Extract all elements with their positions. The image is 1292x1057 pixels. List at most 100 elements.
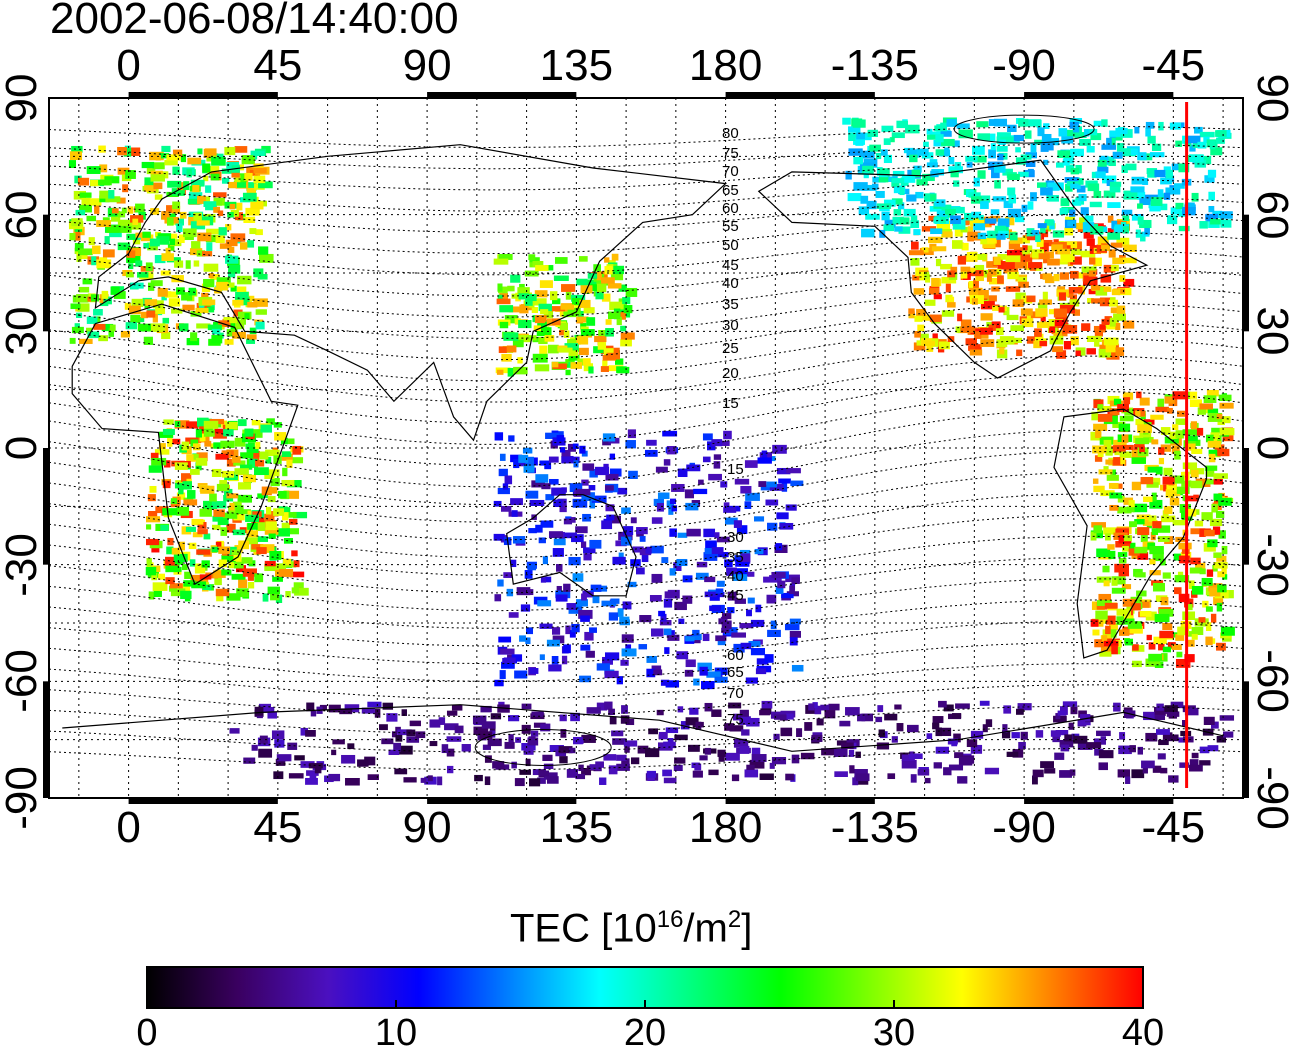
tec-cell	[221, 569, 232, 576]
tec-cell	[549, 745, 564, 752]
tec-cell	[195, 457, 208, 466]
tec-cell	[601, 277, 615, 284]
tec-cell	[306, 702, 315, 712]
tec-cell	[618, 531, 633, 541]
tec-cell	[615, 358, 624, 365]
tec-cell	[270, 592, 280, 601]
tec-cell	[126, 233, 139, 240]
tec-cell	[94, 205, 100, 214]
tec-cell	[791, 577, 800, 584]
tec-cell	[1083, 231, 1094, 239]
tec-cell	[1015, 292, 1026, 301]
tec-cell	[585, 650, 595, 658]
tec-cell	[503, 657, 516, 664]
tec-cell	[935, 258, 942, 267]
y-tick-label-left: -30	[0, 532, 46, 597]
tec-cell	[991, 169, 1000, 179]
tec-cell	[848, 126, 861, 133]
tec-cell	[1019, 254, 1031, 261]
tec-cell	[1064, 227, 1074, 236]
tec-cell	[1189, 567, 1203, 574]
tec-cell	[553, 499, 563, 508]
tec-cell	[601, 293, 611, 302]
tec-cell	[657, 492, 670, 499]
tec-cell	[1027, 231, 1042, 241]
tec-cell	[213, 509, 225, 517]
tec-cell	[1191, 633, 1198, 640]
tec-cell	[203, 429, 215, 437]
tec-cell	[662, 430, 678, 437]
x-tick-label-bottom: -90	[992, 803, 1056, 852]
tec-cell	[499, 670, 506, 680]
tec-cell	[747, 597, 755, 604]
x-tick-label-top: 0	[116, 41, 141, 90]
tec-cell	[532, 353, 548, 363]
tec-cell	[861, 184, 877, 191]
tec-cell	[242, 509, 251, 515]
tec-cell	[150, 452, 159, 461]
tec-cell	[812, 702, 818, 709]
tec-cell	[211, 328, 221, 335]
tec-cell	[1122, 320, 1135, 329]
tec-cell	[78, 286, 90, 293]
tec-cell	[991, 321, 1001, 329]
tec-cell	[1082, 222, 1095, 231]
tec-cell	[231, 549, 241, 555]
tec-cell	[779, 522, 794, 530]
tec-cell	[393, 742, 402, 752]
frame-band	[43, 681, 49, 798]
contour-line	[48, 408, 1244, 488]
tec-cell	[183, 235, 194, 241]
tec-cell	[1190, 421, 1198, 430]
tec-cell	[398, 745, 413, 755]
tec-cell	[685, 659, 696, 668]
tec-cell	[1115, 322, 1121, 331]
tec-cell	[713, 461, 721, 469]
tec-cell	[1095, 171, 1106, 179]
tec-cell	[176, 492, 186, 500]
tec-cell	[910, 258, 920, 266]
tec-cell	[605, 328, 614, 337]
tec-cell	[988, 230, 1003, 239]
tec-cell	[757, 457, 772, 464]
tec-cell	[319, 704, 327, 711]
tec-cell	[196, 220, 210, 226]
tec-cell	[150, 174, 165, 182]
tec-cell	[1106, 137, 1112, 146]
tec-cell	[1135, 437, 1150, 445]
tec-cell	[1147, 466, 1162, 473]
tec-cell	[145, 566, 157, 576]
tec-cell	[1095, 287, 1108, 296]
tec-cell	[518, 454, 529, 463]
tec-cell	[246, 187, 257, 197]
tec-cell	[161, 332, 171, 340]
tec-cell	[578, 256, 588, 262]
tec-cell	[595, 291, 604, 300]
tec-cell	[847, 193, 862, 202]
tec-cell	[124, 302, 132, 310]
tec-cell	[1027, 119, 1042, 127]
tec-cell	[254, 467, 269, 476]
tec-cell	[527, 737, 539, 746]
tec-cell	[639, 548, 652, 556]
tec-cell	[1154, 661, 1164, 669]
tec-cell	[692, 629, 700, 636]
tec-cell	[1052, 733, 1061, 743]
tec-cell	[1119, 275, 1126, 282]
tec-cell	[281, 522, 290, 531]
tec-cell	[1105, 344, 1116, 353]
tec-cell	[199, 508, 212, 517]
tec-cell	[618, 552, 624, 559]
tec-cell	[925, 249, 932, 255]
tec-cell	[1153, 636, 1167, 644]
tec-cell	[255, 321, 265, 330]
tec-cell	[1139, 219, 1152, 229]
tec-cell	[1128, 500, 1135, 508]
tec-cell	[552, 635, 565, 644]
tec-cell	[190, 439, 199, 447]
tec-cell	[1053, 330, 1062, 339]
tec-cell	[580, 615, 590, 622]
tec-cell	[382, 702, 394, 710]
tec-cell	[161, 145, 171, 153]
contour-label: 35	[722, 296, 739, 313]
